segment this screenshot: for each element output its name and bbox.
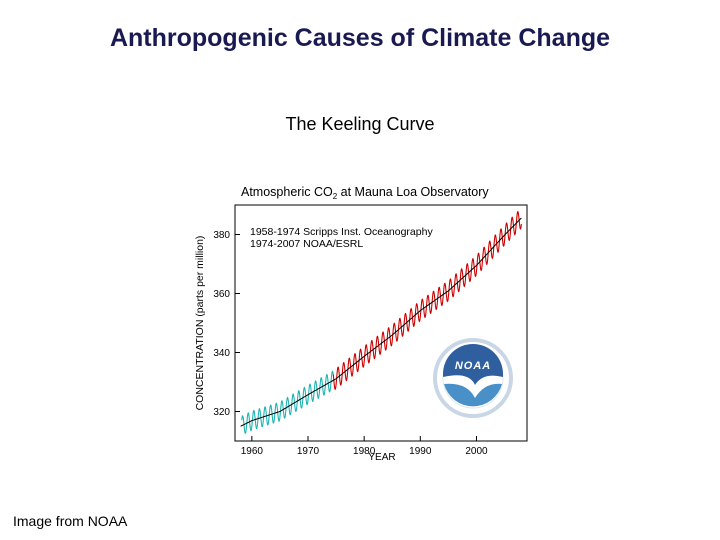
y-tick-label: 340 [213, 348, 230, 359]
x-tick-label: 1960 [241, 446, 264, 457]
legend-line-2: 1974-2007 NOAA/ESRL [250, 238, 363, 250]
y-tick-label: 380 [213, 230, 230, 241]
y-axis-label: CONCENTRATION (parts per million) [194, 236, 206, 411]
x-tick-label: 1980 [353, 446, 376, 457]
x-tick-label: 2000 [465, 446, 488, 457]
series-lines [240, 210, 522, 434]
keeling-curve-chart: Atmospheric CO2 at Mauna Loa Observatory… [194, 185, 528, 463]
x-tick-label: 1990 [409, 446, 432, 457]
trend-line [240, 217, 522, 427]
x-tick-label: 1970 [297, 446, 320, 457]
x-axis-label: YEAR [368, 452, 395, 463]
svg-text:NOAA: NOAA [455, 360, 491, 372]
chart-title: Atmospheric CO2 at Mauna Loa Observatory [241, 185, 489, 201]
image-credit: Image from NOAA [13, 513, 128, 529]
slide-subtitle: The Keeling Curve [285, 114, 435, 134]
axis-ticks: 1960 1970 1980 1990 2000 320 340 360 380 [213, 230, 488, 457]
slide-title: Anthropogenic Causes of Climate Change [109, 24, 611, 52]
y-tick-label: 320 [213, 407, 230, 418]
plot-frame [234, 204, 528, 442]
noaa-logo-icon: NOAA [433, 338, 513, 418]
series-line-2 [332, 210, 522, 391]
series-line-1 [241, 370, 334, 434]
legend-line-1: 1958-1974 Scripps Inst. Oceanography [250, 226, 433, 238]
y-tick-label: 360 [213, 289, 230, 300]
